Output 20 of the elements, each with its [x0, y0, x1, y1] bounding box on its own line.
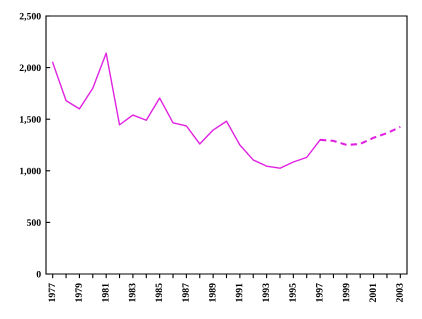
- x-tick-label: 1983: [128, 283, 136, 302]
- y-tick-label: 2,500: [20, 12, 41, 21]
- x-tick-label: 1991: [236, 284, 242, 302]
- y-tick-label: 0: [36, 270, 41, 278]
- x-tick-label: 1999: [342, 283, 350, 302]
- x-tick-label: 1979: [75, 283, 82, 302]
- x-tick-label: 1993: [262, 283, 270, 302]
- y-tick-label: 2,000: [20, 64, 41, 72]
- x-tick-label: 1977: [48, 283, 56, 302]
- y-tick-label: 1,000: [20, 168, 41, 176]
- x-tick-label: 1985: [156, 283, 162, 302]
- x-tick-label: 2003: [396, 283, 403, 302]
- x-tick-label: 1981: [102, 284, 109, 302]
- x-tick-label: 1987: [182, 283, 189, 302]
- x-tick-label: 1995: [289, 283, 296, 302]
- y-tick-label: 500: [26, 219, 41, 226]
- x-tick-label: 1997: [316, 283, 323, 302]
- y-tick-label: 1,500: [20, 116, 41, 124]
- x-tick-label: 1989: [209, 283, 216, 302]
- x-tick-label: 2001: [369, 284, 376, 302]
